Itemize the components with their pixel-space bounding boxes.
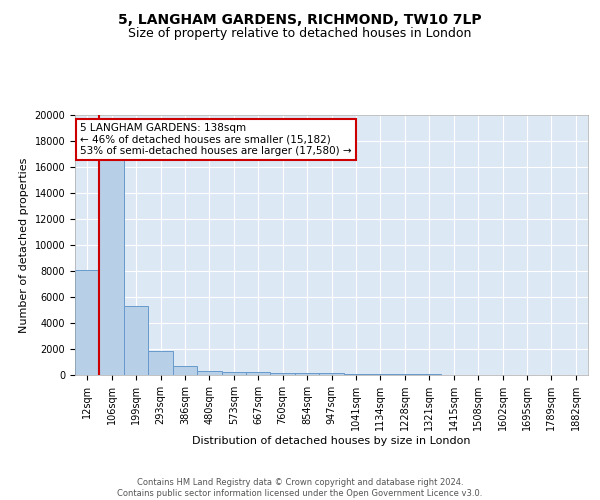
Bar [246, 372, 271, 375]
Bar [124, 306, 148, 375]
Text: 5 LANGHAM GARDENS: 138sqm
← 46% of detached houses are smaller (15,182)
53% of s: 5 LANGHAM GARDENS: 138sqm ← 46% of detac… [80, 123, 352, 156]
Bar [344, 374, 368, 375]
Bar [100, 160, 124, 375]
Bar [417, 374, 442, 375]
Text: 5, LANGHAM GARDENS, RICHMOND, TW10 7LP: 5, LANGHAM GARDENS, RICHMOND, TW10 7LP [118, 12, 482, 26]
Bar [392, 374, 417, 375]
Y-axis label: Number of detached properties: Number of detached properties [19, 158, 29, 332]
Bar [271, 372, 295, 375]
Bar [319, 374, 344, 375]
Text: Contains HM Land Registry data © Crown copyright and database right 2024.
Contai: Contains HM Land Registry data © Crown c… [118, 478, 482, 498]
Bar [173, 366, 197, 375]
Bar [368, 374, 392, 375]
X-axis label: Distribution of detached houses by size in London: Distribution of detached houses by size … [192, 436, 471, 446]
Text: Size of property relative to detached houses in London: Size of property relative to detached ho… [128, 28, 472, 40]
Bar [148, 351, 173, 375]
Bar [197, 371, 221, 375]
Bar [75, 270, 100, 375]
Bar [221, 372, 246, 375]
Bar [295, 373, 319, 375]
